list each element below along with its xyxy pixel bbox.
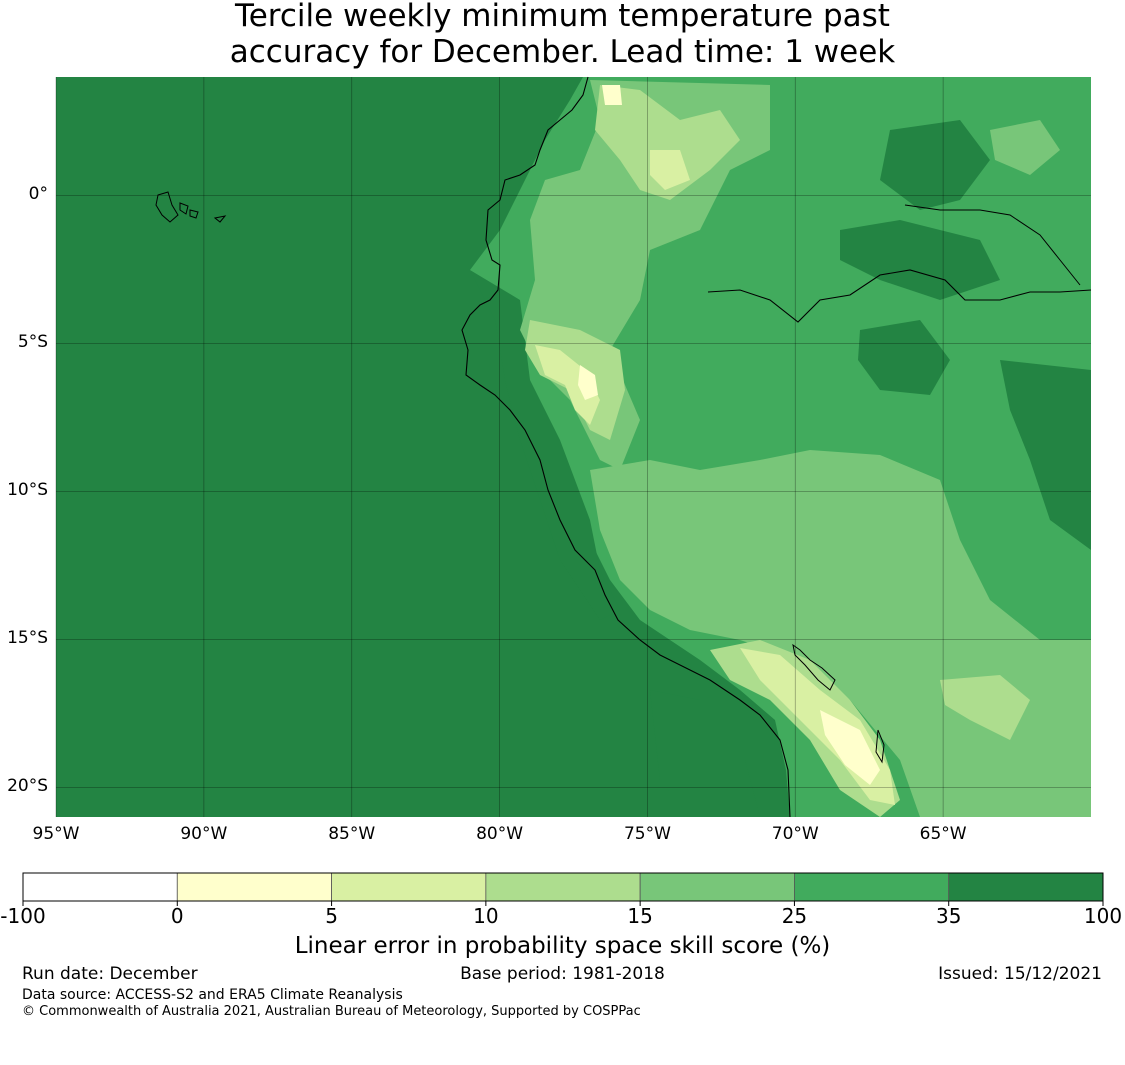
land-region-35-100-south [650,690,760,817]
land-region-5-10-ecuador [650,150,690,190]
longitude-label: 90°W [180,824,228,844]
land-region-0-5-colombia [602,85,622,105]
colorbar-swatch [485,872,641,902]
latitude-label: 5°S [17,332,48,353]
amazon-river [707,269,1092,323]
land-region-35-100-amazon [858,320,950,395]
longitude-label: 75°W [623,824,671,844]
land-region-10-15-ecuador [595,85,740,200]
colorbar-tick-label: 15 [627,904,653,928]
colorbar-tick-label: 100 [1083,904,1123,928]
gridlines [55,77,1091,817]
map-title-line-2: accuracy for December. Lead time: 1 week [229,34,896,70]
land-region-35-100-north [880,120,990,210]
land-region-15-25-peru [590,450,1091,817]
map-area [56,76,1092,818]
longitude-label: 80°W [476,824,524,844]
land-region-0-5-peru [578,365,598,400]
land-region-5-10-peru-north [535,345,600,425]
galapagos-islands [155,191,227,223]
land-region-15-25-northeast [990,120,1060,175]
colorbar-tick-label: 0 [170,904,184,928]
land-region-35-100-andes-west [470,270,620,620]
lake-poopo [875,729,885,764]
land-region-35-100-east [1000,360,1091,550]
colorbar-tick-label: 35 [935,904,962,928]
colorbar-swatch [22,872,178,902]
longitude-label: 95°W [32,824,80,844]
colorbar-swatch [794,872,950,902]
napo-river [904,204,1081,286]
colorbar-tick-label: 5 [325,904,338,928]
colorbar-swatch [331,872,487,902]
lake-titicaca [792,643,836,691]
latitude-label: 0° [28,184,48,205]
colorbar-label: Linear error in probability space skill … [294,933,831,959]
map-title-line-1: Tercile weekly minimum temperature past [235,0,890,34]
colorbar-swatch [948,872,1104,902]
longitude-label: 85°W [328,824,376,844]
colorbar [22,872,1104,906]
issued-date: Issued: 15/12/2021 [938,964,1102,984]
land-region-0-5-altiplano [820,710,880,785]
coastline [461,76,791,818]
land-region-10-15-bolivia [940,675,1030,740]
colorbar-swatch [639,872,795,902]
latitude-label: 20°S [7,776,48,797]
colorbar-tick-label: 10 [473,904,499,928]
base-period: Base period: 1981-2018 [460,964,665,984]
land-region-35-100-center [840,220,1000,300]
longitude-label: 70°W [771,824,819,844]
latitude-label: 10°S [7,480,48,501]
colorbar-tick-label: 25 [781,904,808,928]
colorbar-swatch [176,872,332,902]
colorbar-tick-label: -100 [0,904,46,928]
latitude-label: 15°S [7,628,48,649]
run-date: Run date: December [22,964,198,984]
copyright: © Commonwealth of Australia 2021, Austra… [22,1004,641,1019]
longitude-label: 65°W [919,824,967,844]
data-source: Data source: ACCESS-S2 and ERA5 Climate … [22,987,403,1003]
colorbar-outline [22,872,1104,902]
